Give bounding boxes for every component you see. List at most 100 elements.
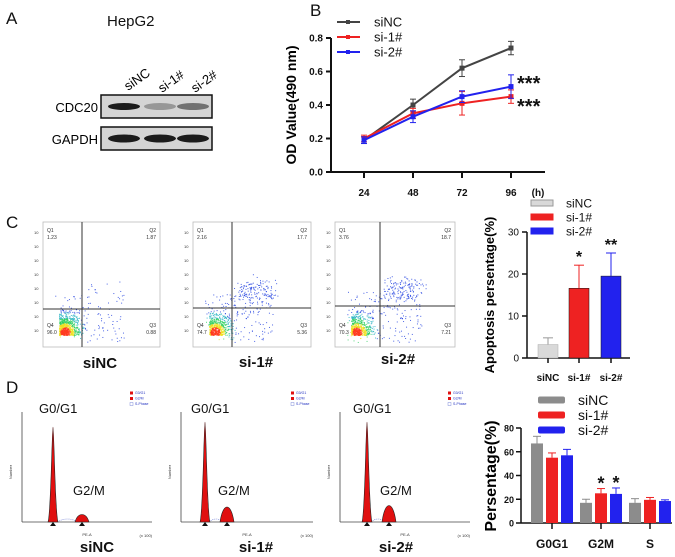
scatter-point — [351, 316, 353, 318]
scatter-point — [388, 300, 390, 302]
scatter-point — [275, 294, 277, 296]
scatter-point — [397, 288, 399, 290]
scatter-point — [245, 295, 247, 297]
scatter-point — [211, 322, 213, 324]
scatter-point — [222, 325, 224, 327]
scatter-point — [226, 320, 228, 322]
g2m-peak — [74, 514, 90, 523]
x-unit: (x 100) — [140, 533, 153, 538]
scatter-point — [73, 327, 75, 329]
scatter-point — [251, 294, 253, 296]
scatter-point — [72, 317, 74, 319]
legend-swatch — [448, 397, 451, 400]
scatter-point — [73, 333, 75, 335]
scatter-point — [218, 323, 220, 325]
legend-swatch — [538, 396, 565, 404]
scatter-point — [62, 332, 64, 334]
scatter-point — [71, 325, 73, 327]
y-tick-label: 0.0 — [309, 168, 323, 179]
scatter-point — [352, 329, 354, 331]
scatter-point — [72, 333, 74, 335]
scatter-point — [68, 317, 70, 319]
scatter-point — [213, 332, 215, 334]
scatter-point — [76, 317, 78, 319]
scatter-point — [224, 326, 226, 328]
scatter-point — [236, 315, 238, 317]
scatter-point — [354, 317, 356, 319]
scatter-point — [348, 309, 350, 311]
scatter-point — [384, 297, 386, 299]
scatter-point — [219, 329, 221, 331]
scatter-point — [69, 328, 71, 330]
scatter-point — [218, 326, 220, 328]
scatter-point — [72, 322, 74, 324]
scatter-point — [368, 313, 370, 315]
scatter-point — [358, 312, 360, 314]
scatter-point — [215, 314, 217, 316]
scatter-point — [257, 288, 259, 290]
scatter-point — [248, 284, 250, 286]
scatter-point — [74, 313, 76, 315]
scatter-point — [240, 295, 242, 297]
scatter-point — [117, 296, 119, 298]
scatter-point — [419, 306, 421, 308]
scatter-point — [219, 322, 221, 324]
scatter-point — [229, 294, 231, 296]
scatter-point — [356, 330, 358, 332]
scatter-point — [356, 319, 358, 321]
scatter-point — [365, 333, 367, 335]
scatter-point — [418, 288, 420, 290]
scatter-point — [367, 328, 369, 330]
scatter-point — [358, 320, 360, 322]
scatter-point — [357, 327, 359, 329]
scatter-point — [209, 322, 211, 324]
scatter-point — [217, 325, 219, 327]
scatter-point — [368, 333, 370, 335]
scatter-point — [68, 325, 70, 327]
scatter-point — [219, 330, 221, 332]
scatter-point — [222, 322, 224, 324]
scatter-point — [73, 321, 75, 323]
scatter-point — [215, 329, 217, 331]
scatter-point — [417, 319, 419, 321]
legend-label: G2/M — [453, 397, 462, 401]
scatter-point — [418, 283, 420, 285]
scatter-point — [249, 305, 251, 307]
scatter-point — [364, 331, 366, 333]
scatter-point — [388, 298, 390, 300]
scatter-point — [229, 326, 231, 328]
scatter-point — [362, 332, 364, 334]
y-tick-label: 0.4 — [309, 101, 323, 112]
scatter-point — [414, 280, 416, 282]
scatter-point — [63, 318, 65, 320]
scatter-point — [218, 333, 220, 335]
scatter-point — [221, 330, 223, 332]
scatter-point — [400, 292, 402, 294]
scatter-point — [396, 321, 398, 323]
scatter-point — [366, 332, 368, 334]
scatter-point — [361, 333, 363, 335]
scatter-point — [358, 334, 360, 336]
scatter-point — [64, 332, 66, 334]
western-blot — [100, 94, 213, 151]
scatter-point — [267, 332, 269, 334]
scatter-point — [62, 318, 64, 320]
scatter-point — [206, 317, 208, 319]
scatter-point — [262, 293, 264, 295]
scatter-point — [394, 282, 396, 284]
scatter-point — [355, 313, 357, 315]
scatter-point — [399, 291, 401, 293]
scatter-point — [378, 296, 380, 298]
scatter-point — [242, 294, 244, 296]
scatter-point — [215, 327, 217, 329]
scatter-point — [65, 310, 67, 312]
scatter-point — [351, 332, 353, 334]
scatter-point — [59, 318, 61, 320]
scatter-point — [60, 310, 62, 312]
scatter-point — [275, 290, 277, 292]
scatter-point — [59, 330, 61, 332]
scatter-point — [403, 301, 405, 303]
scatter-point — [226, 329, 228, 331]
scatter-point — [253, 288, 255, 290]
scatter-point — [371, 316, 373, 318]
